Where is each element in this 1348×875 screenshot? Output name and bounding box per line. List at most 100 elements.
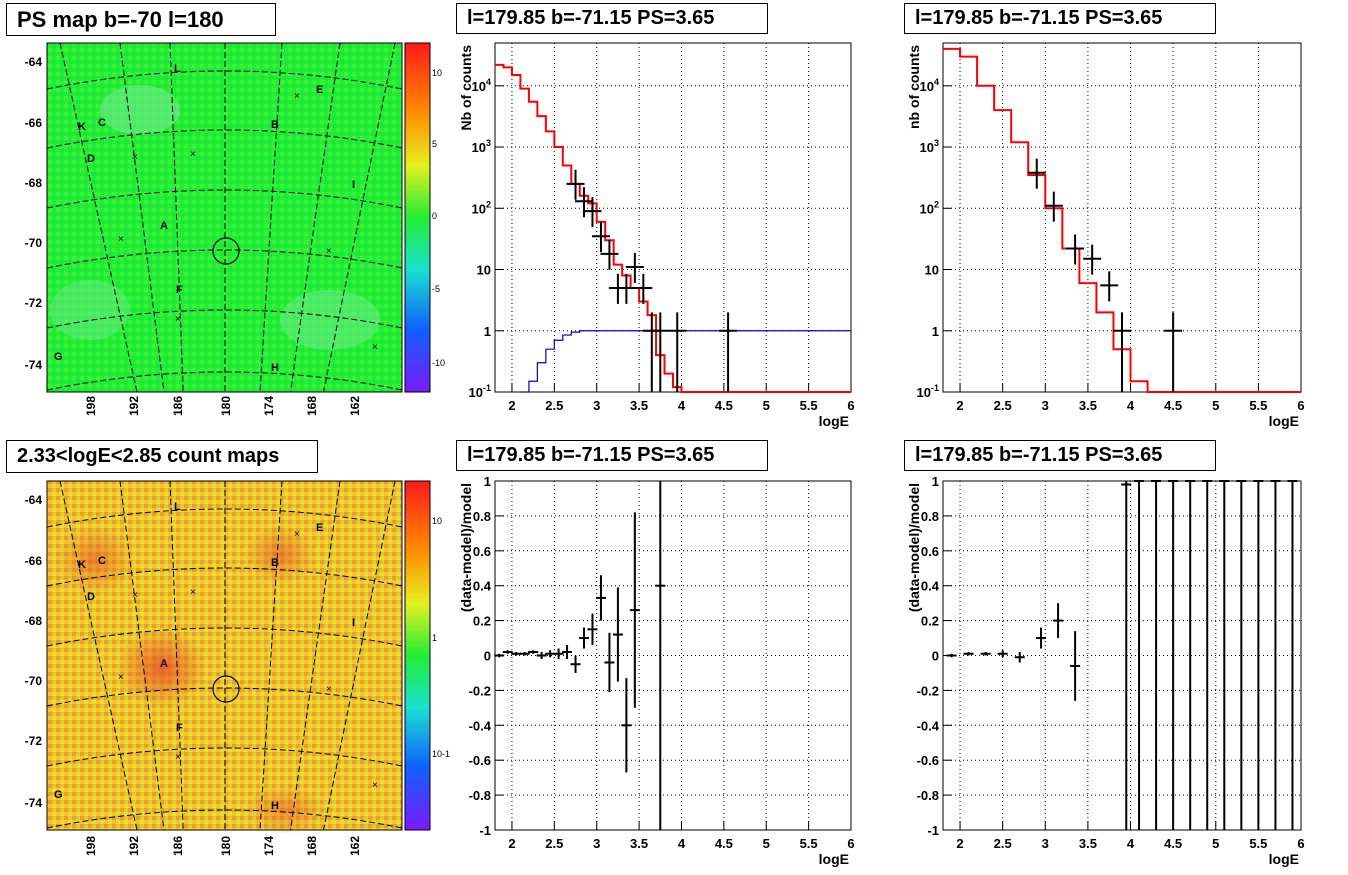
source-labels: L E K C B D I A F G H × × × × × × ×: [54, 63, 378, 374]
meridian-line: [323, 42, 396, 393]
meridian-line: [119, 42, 165, 393]
cross-marker: ×: [372, 342, 378, 353]
y-tick-label: 104: [472, 77, 491, 94]
cross-marker: ×: [175, 314, 181, 325]
cross-marker: ×: [326, 246, 332, 257]
source-labels: L E K C B D I A F G H × × × × × × ×: [54, 501, 378, 812]
map-grid: [46, 480, 403, 831]
y-axis-label: (data-model)/model: [458, 483, 474, 612]
y-tick: -72: [25, 734, 43, 748]
y-tick-label: 103: [920, 138, 939, 155]
source-label: H: [271, 800, 279, 812]
x-tick: 192: [127, 396, 141, 416]
panel-title-ps-map: PS map b=-70 l=180: [6, 3, 276, 36]
y-tick-label: -0.2: [469, 683, 491, 698]
cross-marker: ×: [294, 91, 300, 102]
map-grid: [46, 42, 403, 393]
meridian-line: [259, 480, 283, 831]
x-tick-label: 2: [956, 836, 963, 851]
panel-title-residual: l=179.85 b=-71.15 PS=3.65: [456, 440, 768, 471]
count-colorbar-ticks: 10 1 10-1: [432, 516, 450, 759]
x-axis-label: logE: [819, 851, 849, 867]
x-tick-label: 3.5: [1079, 836, 1097, 851]
x-tick-label: 5.5: [800, 836, 818, 851]
source-label: A: [160, 658, 168, 670]
y-tick-label: 0: [932, 649, 939, 664]
y-axis-label: (data-model)/model: [906, 483, 922, 612]
spectrum-chart-left: 2 2.5 3 3.5 4 4.5 5 5.5 6 10-1 1 10 102 103 104 logE Nb …: [458, 42, 855, 429]
x-tick: 180: [219, 396, 233, 416]
lat-line: [46, 508, 403, 528]
x-tick-label: 5.5: [1249, 836, 1267, 851]
y-tick-label: 0.8: [473, 509, 491, 524]
lat-line: [46, 309, 403, 329]
x-tick-label: 4: [678, 836, 686, 851]
meridian-line: [59, 42, 138, 393]
cross-marker: ×: [326, 684, 332, 695]
source-label: L: [174, 63, 181, 75]
cross-marker: ×: [190, 587, 196, 598]
plot-frame: [494, 42, 852, 393]
y-tick-label: 0.8: [921, 509, 939, 524]
meridian-line: [169, 42, 184, 393]
lat-line: [46, 627, 403, 647]
ps-cb-tick: -5: [432, 284, 440, 294]
lat-line: [46, 747, 403, 767]
x-tick: 186: [171, 836, 185, 856]
y-tick: -74: [25, 358, 43, 372]
panel-title-spectrum: l=179.85 b=-71.15 PS=3.65: [456, 3, 768, 34]
map1-x-ticks: 198 192 186 180 174 168 162: [84, 396, 362, 416]
meridian-line: [323, 480, 396, 831]
lat-line: [46, 371, 403, 391]
x-tick-label: 3: [593, 398, 600, 413]
source-label: K: [78, 121, 86, 133]
x-tick-label: 4.5: [715, 836, 733, 851]
x-tick-label: 3.5: [630, 836, 648, 851]
x-tick-label: 4.5: [1164, 398, 1182, 413]
meridian-line: [259, 42, 283, 393]
y-tick-label: 0.4: [921, 579, 940, 594]
x-tick-label: 4: [1127, 398, 1135, 413]
x-tick: 186: [171, 396, 185, 416]
y-tick: -66: [25, 116, 43, 130]
x-tick-label: 6: [1297, 398, 1304, 413]
panel-title-spectrum-2: l=179.85 b=-71.15 PS=3.65: [904, 3, 1216, 34]
source-label: C: [98, 555, 106, 567]
source-label: C: [98, 117, 106, 129]
ps-cb-tick: -10: [432, 358, 445, 368]
y-tick: -64: [25, 55, 43, 69]
y-tick-label: 102: [472, 199, 491, 216]
x-tick-label: 6: [847, 398, 854, 413]
ps-cb-tick: 5: [432, 139, 437, 149]
cross-marker: ×: [175, 752, 181, 763]
x-tick-label: 4.5: [1164, 836, 1182, 851]
y-tick-label: 0.4: [473, 579, 492, 594]
ps-cb-tick: 10: [432, 68, 442, 78]
x-tick-label: 5: [1212, 836, 1219, 851]
ps-cb-tick: 0: [432, 211, 437, 221]
x-tick-label: 5: [763, 398, 770, 413]
source-label: E: [316, 522, 323, 534]
lat-line: [46, 249, 403, 269]
x-tick: 174: [262, 396, 276, 416]
efficiency-curve: [520, 330, 851, 393]
count-cb-tick: 10: [432, 516, 442, 526]
y-tick-label: -0.8: [469, 788, 491, 803]
y-tick-label: -0.6: [917, 753, 939, 768]
source-label: H: [271, 362, 279, 374]
y-axis-label: Nb of counts: [458, 45, 474, 131]
cross-marker: ×: [132, 152, 138, 163]
x-tick: 198: [84, 396, 98, 416]
meridian-line: [290, 42, 341, 393]
x-tick: 192: [127, 836, 141, 856]
x-tick: 174: [262, 836, 276, 856]
lat-line: [46, 687, 403, 707]
source-circle: [212, 675, 240, 703]
x-tick-label: 2.5: [545, 398, 563, 413]
residual-chart-left: 2 2.5 3 3.5 4 4.5 5 5.5 6 -1 -0.8 -0.6 -0.4 -0.2 0 0.2 0…: [458, 474, 855, 867]
y-tick-label: 10-1: [917, 383, 939, 400]
y-tick-label: 0.2: [921, 614, 939, 629]
cross-marker: ×: [294, 529, 300, 540]
cross-marker: ×: [190, 149, 196, 160]
